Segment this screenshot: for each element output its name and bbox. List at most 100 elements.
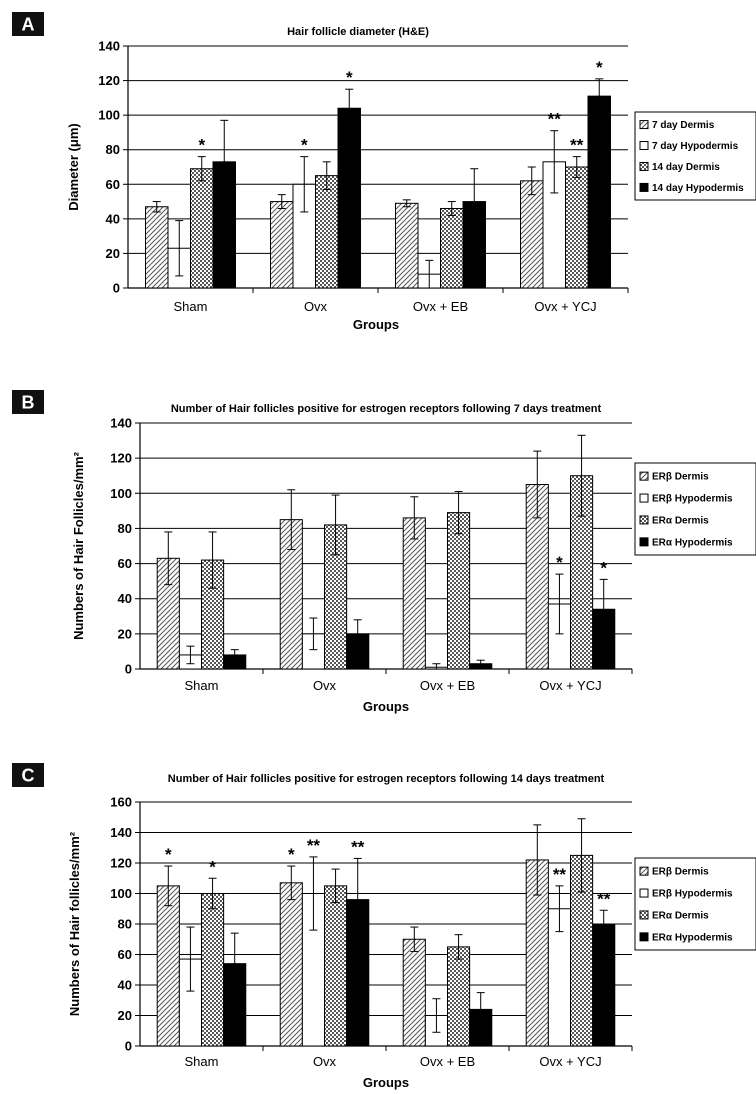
y-tick-label: 100 xyxy=(110,886,132,901)
bar-black xyxy=(587,95,611,289)
x-category-label: Ovx xyxy=(313,1054,337,1069)
y-tick-label: 0 xyxy=(125,1039,132,1054)
significance-marker: * xyxy=(198,136,205,155)
significance-marker: ** xyxy=(307,836,321,855)
y-tick-label: 80 xyxy=(118,917,132,932)
y-tick-label: 0 xyxy=(125,662,132,677)
bar-check xyxy=(565,166,589,289)
y-tick-label: 140 xyxy=(98,39,120,54)
legend-label: ERβ Hypodermis xyxy=(652,889,733,900)
legend-label: 14 day Dermis xyxy=(652,162,720,173)
legend-swatch xyxy=(639,161,649,171)
y-tick-label: 60 xyxy=(118,947,132,962)
y-tick-label: 100 xyxy=(110,486,132,501)
bar-check xyxy=(315,175,339,289)
panel-label: B xyxy=(22,393,35,413)
x-category-label: Ovx + EB xyxy=(420,678,475,693)
bar-diag xyxy=(402,517,426,670)
y-tick-label: 140 xyxy=(110,416,132,431)
chart-title: Number of Hair follicles positive for es… xyxy=(171,403,602,415)
x-category-label: Sham xyxy=(185,678,219,693)
x-axis-title: Groups xyxy=(353,317,399,332)
y-tick-label: 120 xyxy=(110,856,132,871)
bar-diag xyxy=(156,885,180,1047)
bar-diag xyxy=(395,202,419,289)
y-tick-label: 60 xyxy=(106,177,120,192)
legend-label: ERβ Dermis xyxy=(652,472,709,483)
x-category-label: Ovx + YCJ xyxy=(539,678,601,693)
bar-check xyxy=(324,885,348,1047)
legend-label: ERα Hypodermis xyxy=(652,537,733,548)
y-tick-label: 140 xyxy=(110,825,132,840)
legend: ERβ Dermis ERβ Hypodermis ERα Dermis ERα Hy… xyxy=(634,462,756,556)
y-tick-label: 20 xyxy=(118,626,132,641)
x-axis-title: Groups xyxy=(363,699,409,714)
bar-diag xyxy=(520,180,544,289)
legend-swatch xyxy=(639,493,649,503)
y-axis-title: Diameter (μm) xyxy=(66,123,81,210)
bar-diag xyxy=(270,201,294,289)
legend-swatch xyxy=(639,182,649,192)
significance-marker: * xyxy=(209,857,216,876)
y-tick-label: 160 xyxy=(110,795,132,810)
legend-swatch xyxy=(639,515,649,525)
chart-panel-a: A Hair follicle diameter (H&E) 0 20 40 60 80 10… xyxy=(12,12,756,332)
significance-marker: * xyxy=(596,58,603,77)
bar-black xyxy=(337,107,361,289)
legend-swatch xyxy=(639,866,649,876)
significance-marker: * xyxy=(556,553,563,572)
y-tick-label: 0 xyxy=(113,281,120,296)
y-tick-label: 40 xyxy=(106,211,120,226)
legend-swatch xyxy=(639,537,649,547)
legend-label: ERβ Hypodermis xyxy=(652,494,733,505)
chart-panel-c: C Number of Hair follicles positive for e… xyxy=(12,763,756,1090)
y-tick-label: 100 xyxy=(98,108,120,123)
legend-box xyxy=(634,857,756,951)
y-axis-title: Numbers of Hair follicles/mm² xyxy=(67,831,82,1016)
significance-marker: ** xyxy=(553,865,567,884)
legend-box xyxy=(634,462,756,556)
bar-check xyxy=(447,946,471,1047)
significance-marker: * xyxy=(165,845,172,864)
x-category-label: Sham xyxy=(174,299,208,314)
legend-label: 14 day Hypodermis xyxy=(652,183,744,194)
chart-panel-b: B Number of Hair follicles positive for e… xyxy=(12,390,756,714)
bar-diag xyxy=(145,206,169,289)
bar-black xyxy=(592,923,616,1047)
panel-label-box xyxy=(12,763,44,787)
legend-swatch xyxy=(639,932,649,942)
x-category-label: Ovx + EB xyxy=(413,299,468,314)
bar-check xyxy=(201,893,225,1047)
y-tick-label: 80 xyxy=(118,521,132,536)
legend-swatch xyxy=(639,910,649,920)
panel-label-box xyxy=(12,12,44,36)
legend-label: ERα Hypodermis xyxy=(652,932,733,943)
x-category-label: Ovx + EB xyxy=(420,1054,475,1069)
panel-label: C xyxy=(22,766,35,786)
bar-check xyxy=(190,168,214,289)
significance-marker: * xyxy=(346,68,353,87)
chart-title: Number of Hair follicles positive for es… xyxy=(168,773,605,785)
significance-marker: ** xyxy=(548,110,562,129)
y-tick-label: 20 xyxy=(118,1008,132,1023)
y-axis-title: Numbers of Hair Follicles/mm² xyxy=(71,451,86,639)
legend-label: ERα Dermis xyxy=(652,910,709,921)
y-tick-label: 20 xyxy=(106,246,120,261)
y-tick-label: 40 xyxy=(118,591,132,606)
x-category-label: Ovx + YCJ xyxy=(534,299,596,314)
legend: ERβ Dermis ERβ Hypodermis ERα Dermis ERα Hy… xyxy=(634,857,756,951)
x-category-label: Ovx xyxy=(304,299,328,314)
chart-title: Hair follicle diameter (H&E) xyxy=(287,26,429,38)
x-category-label: Sham xyxy=(185,1054,219,1069)
legend-swatch xyxy=(639,120,649,130)
legend-swatch xyxy=(639,888,649,898)
panel-label: A xyxy=(22,15,35,35)
x-category-label: Ovx xyxy=(313,678,337,693)
legend: 7 day Dermis 7 day Hypodermis 14 day Dermi… xyxy=(634,111,756,201)
significance-marker: ** xyxy=(597,889,611,908)
panel-label-box xyxy=(12,390,44,414)
legend-label: ERβ Dermis xyxy=(652,867,709,878)
y-tick-label: 120 xyxy=(98,73,120,88)
x-axis-title: Groups xyxy=(363,1075,409,1090)
